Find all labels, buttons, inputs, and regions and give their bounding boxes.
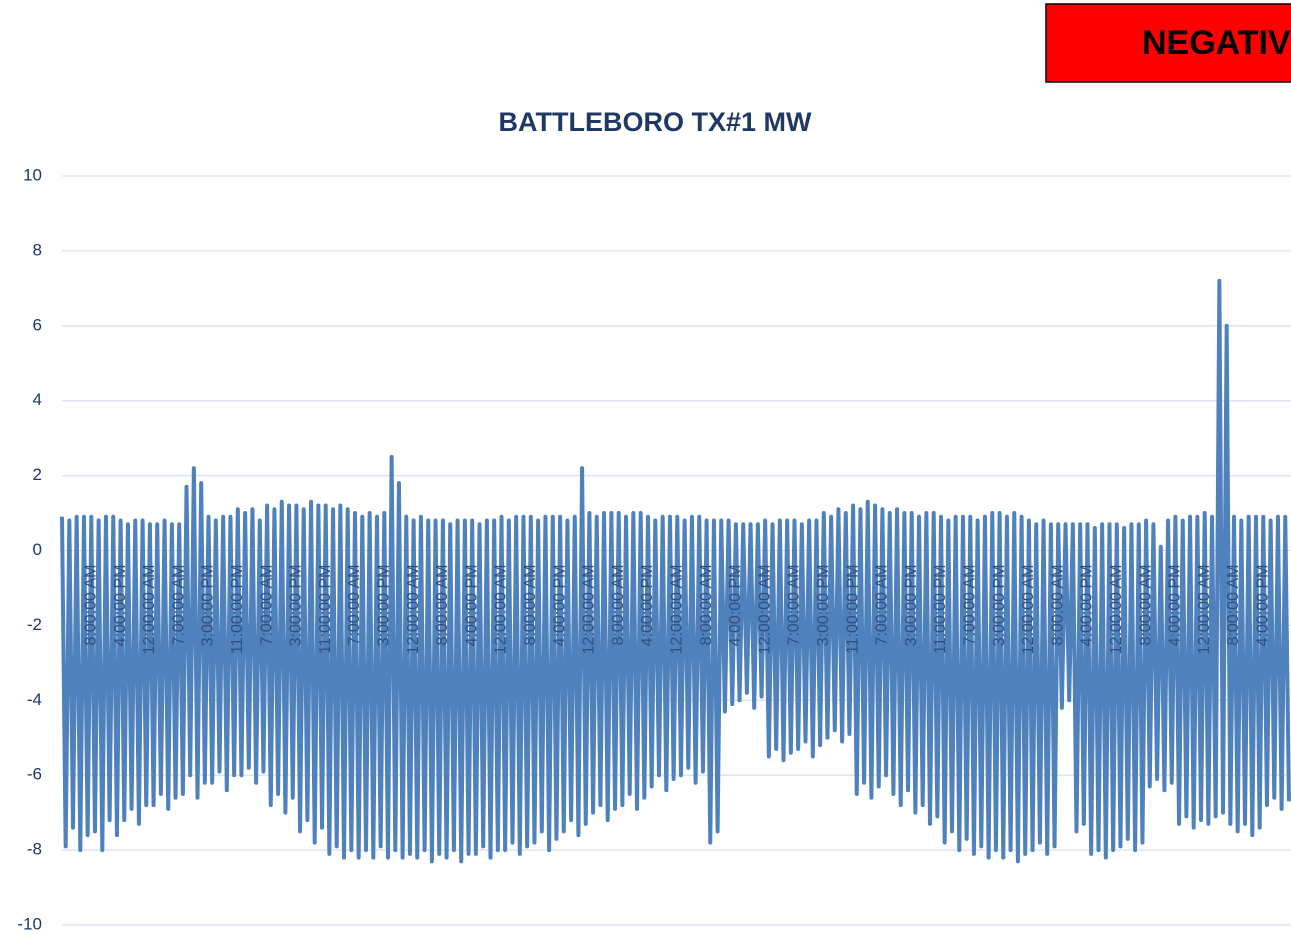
- x-tick-label: 12:00:00 AM: [493, 565, 510, 655]
- x-tick-label: 12:00:00 AM: [1196, 565, 1213, 655]
- y-tick-label: -10: [17, 914, 42, 933]
- x-tick-label: 12:00:00 AM: [1108, 565, 1125, 655]
- badge-text: NEGATIV: [1142, 24, 1291, 62]
- x-tick-label: 12:00:00 AM: [141, 565, 158, 655]
- x-tick-label: 3:00:00 PM: [991, 565, 1008, 647]
- x-tick-label: 8:00:00 AM: [1225, 565, 1242, 646]
- x-tick-label: 7:00:00 AM: [786, 565, 803, 646]
- x-tick-label: 8:00:00 AM: [83, 565, 100, 646]
- x-tick-label: 4:00:00 PM: [463, 565, 480, 647]
- x-tick-label: 12:00:00 AM: [581, 565, 598, 655]
- x-tick-label: 11:00:00 PM: [229, 565, 246, 655]
- chart-title: BATTLEBORO TX#1 MW: [499, 107, 813, 137]
- x-tick-label: 8:00:00 AM: [1049, 565, 1066, 646]
- y-tick-label: 0: [33, 540, 42, 559]
- x-tick-label: 8:00:00 AM: [698, 565, 715, 646]
- x-tick-label: 11:00:00 PM: [932, 565, 949, 655]
- x-tick-label: 8:00:00 AM: [1137, 565, 1154, 646]
- x-tick-label: 8:00:00 AM: [610, 565, 627, 646]
- x-tick-label: 4:00:00 PM: [1255, 565, 1272, 647]
- x-tick-label: 8:00:00 AM: [522, 565, 539, 646]
- y-tick-label: -6: [27, 765, 42, 784]
- x-tick-label: 12:00:00 AM: [1020, 565, 1037, 655]
- data-line: [60, 278, 1291, 864]
- x-tick-label: 7:00:00 AM: [874, 565, 891, 646]
- x-tick-label: 4:00:00 PM: [1167, 565, 1184, 647]
- y-tick-label: -4: [27, 690, 42, 709]
- x-tick-label: 4:00:00 PM: [551, 565, 568, 647]
- y-tick-label: 10: [23, 165, 42, 184]
- x-tick-label: 11:00:00 PM: [844, 565, 861, 655]
- x-tick-label: 11:00:00 PM: [317, 565, 334, 655]
- x-tick-label: 4:00:00 PM: [639, 565, 656, 647]
- x-tick-label: 12:00:00 AM: [756, 565, 773, 655]
- x-tick-label: 3:00:00 PM: [200, 565, 217, 647]
- x-tick-label: 8:00:00 AM: [434, 565, 451, 646]
- x-tick-label: 4:00:00 PM: [112, 565, 129, 647]
- x-tick-label: 7:00:00 AM: [170, 565, 187, 646]
- x-tick-label: 7:00:00 AM: [346, 565, 363, 646]
- y-tick-label: -2: [27, 615, 42, 634]
- y-tick-label: 4: [33, 390, 42, 409]
- x-tick-label: 3:00:00 PM: [903, 565, 920, 647]
- x-tick-label: 3:00:00 PM: [288, 565, 305, 647]
- x-tick-label: 7:00:00 AM: [962, 565, 979, 646]
- x-tick-label: 3:00:00 PM: [815, 565, 832, 647]
- x-tick-label: 12:00:00 AM: [405, 565, 422, 655]
- x-tick-label: 7:00:00 AM: [258, 565, 275, 646]
- y-tick-label: 2: [33, 465, 42, 484]
- y-tick-label: -8: [27, 840, 42, 859]
- badge-box: [1045, 3, 1291, 83]
- x-tick-label: 12:00:00 AM: [669, 565, 686, 655]
- x-tick-label: 3:00:00 PM: [376, 565, 393, 647]
- y-tick-label: 6: [33, 315, 42, 334]
- x-tick-label: 4:00:00 PM: [1079, 565, 1096, 647]
- y-tick-label: 8: [33, 240, 42, 259]
- x-tick-label: 4:00:00 PM: [727, 565, 744, 647]
